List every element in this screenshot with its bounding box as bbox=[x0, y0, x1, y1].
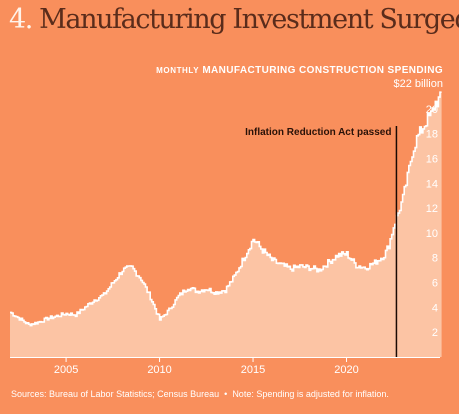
note-text: Note: Spending is adjusted for inflation… bbox=[232, 389, 389, 399]
y-tick-label: 12 bbox=[426, 203, 438, 215]
x-tick-label: 2005 bbox=[54, 364, 78, 376]
chart-title-text: Manufacturing Investment Surged bbox=[39, 4, 459, 35]
x-tick-label: 2015 bbox=[241, 364, 265, 376]
y-tick-label: 4 bbox=[432, 302, 438, 314]
y-axis-unit-label: $22 billion bbox=[393, 78, 443, 90]
y-tick-label: 18 bbox=[426, 129, 438, 141]
source-text: Sources: Bureau of Labor Statistics; Cen… bbox=[11, 389, 220, 399]
x-tick-label: 2010 bbox=[147, 364, 171, 376]
y-tick-label: 2 bbox=[432, 327, 438, 339]
chart-number: 4. bbox=[9, 4, 33, 35]
y-tick-label: 20 bbox=[426, 104, 438, 116]
y-tick-label: 8 bbox=[432, 253, 438, 265]
x-tick-label: 2020 bbox=[334, 364, 358, 376]
y-tick-label: 6 bbox=[432, 278, 438, 290]
y-tick-label: 10 bbox=[426, 228, 438, 240]
plot-area bbox=[10, 91, 442, 358]
source-note: Sources: Bureau of Labor Statistics; Cen… bbox=[11, 389, 389, 399]
series-line bbox=[10, 91, 442, 327]
y-tick-label: 14 bbox=[426, 178, 438, 190]
series-area bbox=[10, 92, 442, 357]
y-axis-ticks: 2 4 6 8 10 12 14 16 18 20 bbox=[426, 104, 438, 339]
subtitle-prefix: MONTHLY bbox=[156, 66, 200, 75]
y-tick-label: 16 bbox=[426, 153, 438, 165]
chart-title: 4. Manufacturing Investment Surged bbox=[9, 4, 459, 36]
annotation-label: Inflation Reduction Act passed bbox=[245, 127, 391, 138]
chart-subtitle: MONTHLY MANUFACTURING CONSTRUCTION SPEND… bbox=[156, 65, 443, 76]
source-separator: • bbox=[224, 389, 228, 399]
annotation-group: Inflation Reduction Act passed bbox=[245, 126, 398, 357]
x-axis-ticks: 2005 2010 2015 2020 bbox=[54, 357, 359, 376]
subtitle-rest: MANUFACTURING CONSTRUCTION SPENDING bbox=[202, 65, 443, 76]
